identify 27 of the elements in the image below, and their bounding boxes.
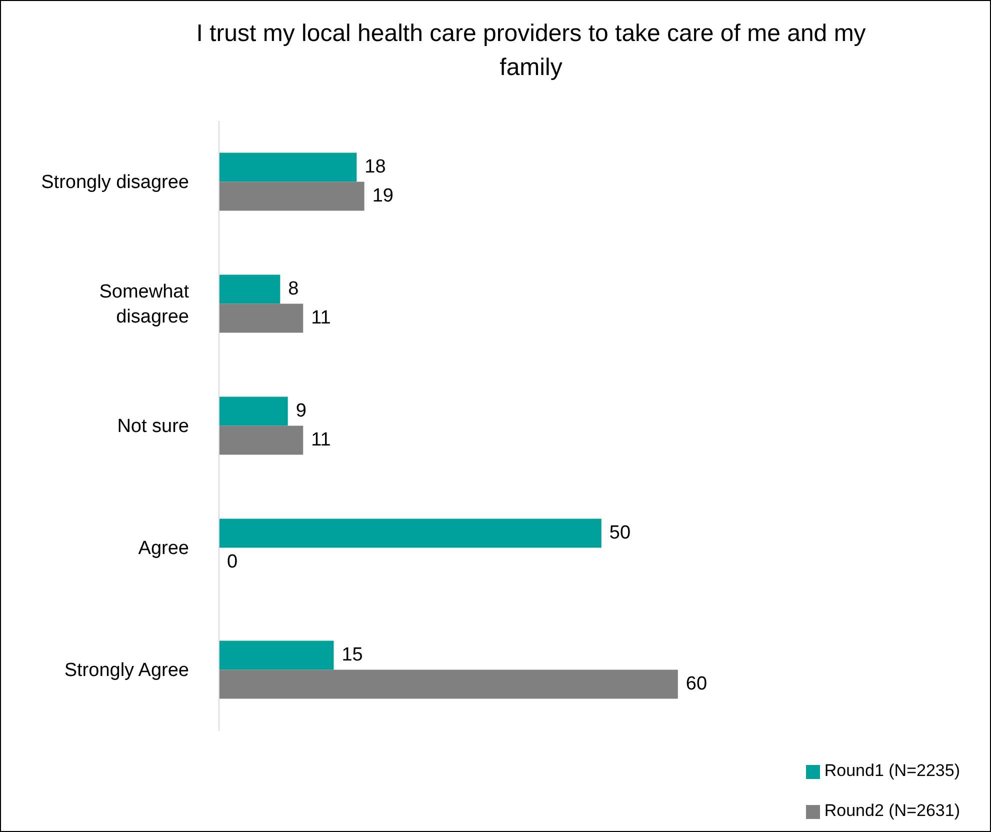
data-label: 50 bbox=[609, 522, 631, 544]
bar bbox=[219, 670, 678, 699]
bar bbox=[219, 304, 304, 333]
y-tick-label: Not sure bbox=[117, 416, 189, 436]
bar bbox=[219, 640, 334, 670]
data-label: 0 bbox=[227, 552, 238, 573]
data-label: 15 bbox=[342, 644, 363, 666]
bar bbox=[219, 274, 280, 304]
y-tick-label: Strongly Agree bbox=[64, 660, 189, 680]
bar bbox=[219, 152, 357, 182]
y-tick-label: Strongly disagree bbox=[41, 172, 189, 192]
bar bbox=[219, 396, 288, 426]
bar bbox=[219, 518, 602, 548]
data-label: 18 bbox=[364, 156, 386, 178]
y-tick-label: Somewhat disagree bbox=[99, 281, 190, 327]
bar bbox=[219, 426, 304, 455]
data-label: 60 bbox=[686, 674, 708, 695]
data-label: 11 bbox=[311, 430, 331, 451]
data-label: 19 bbox=[372, 186, 394, 207]
bar bbox=[219, 182, 364, 211]
legend-label: Round1 (N=2235) bbox=[824, 761, 960, 780]
legend-label: Round2 (N=2631) bbox=[824, 801, 960, 820]
data-label: 11 bbox=[311, 308, 331, 329]
data-label: 9 bbox=[296, 400, 306, 422]
y-tick-label: Agree bbox=[138, 538, 189, 558]
data-label: 8 bbox=[288, 278, 299, 300]
chart-title: I trust my local health care providers to take care of me and my family bbox=[195, 19, 867, 83]
